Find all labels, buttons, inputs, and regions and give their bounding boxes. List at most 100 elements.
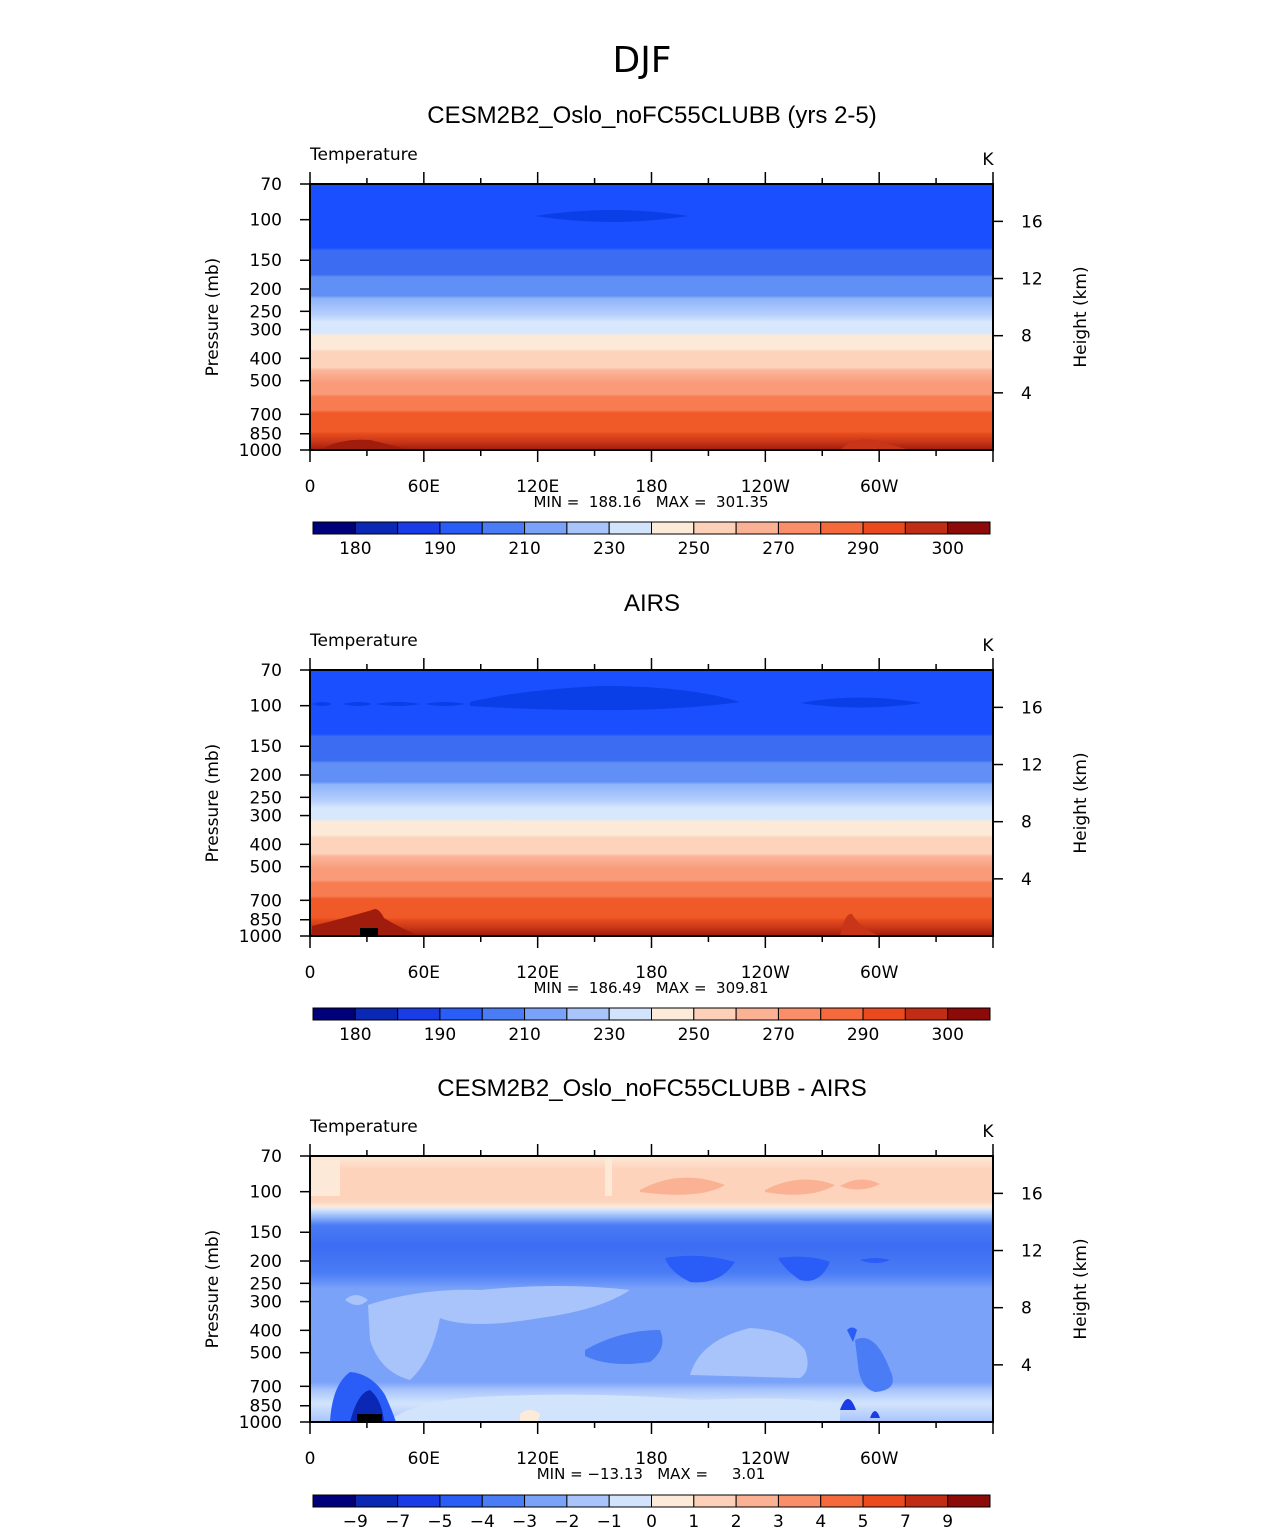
colorbar-swatch xyxy=(524,521,568,535)
colorbar-swatch xyxy=(397,521,441,535)
colorbar-label: −2 xyxy=(554,1512,579,1531)
x-tick-label: 120E xyxy=(516,1449,559,1469)
colorbar-label: −9 xyxy=(343,1512,368,1531)
colorbar-label: 270 xyxy=(762,539,794,559)
x-tick-label: 120E xyxy=(516,477,559,497)
colorbar-swatch xyxy=(777,1007,822,1021)
warm-surface-patch xyxy=(840,913,880,936)
colorbar-swatch xyxy=(693,1494,737,1508)
contour-field xyxy=(310,1156,993,1422)
colorbar-label: 1 xyxy=(688,1512,699,1531)
warm-bias-patch xyxy=(765,1179,835,1195)
warm-bias-patch xyxy=(840,1179,880,1190)
colorbar-swatch xyxy=(439,1007,483,1021)
colorbar-swatch xyxy=(862,1007,906,1021)
cold-core-100mb xyxy=(800,697,922,708)
colorbar-swatch xyxy=(397,1007,441,1021)
x-axis: 0 60E 120E 180 120W 60W xyxy=(305,1144,994,1469)
y2-tick-label: 4 xyxy=(1021,384,1032,404)
y-axis-label: Pressure (mb) xyxy=(203,1230,223,1349)
cold-patch xyxy=(342,702,372,706)
panel-title: CESM2B2_Oslo_noFC55CLUBB (yrs 2-5) xyxy=(427,102,877,129)
colorbar-label: 210 xyxy=(508,539,540,559)
colorbar-label: 5 xyxy=(858,1512,869,1531)
y-tick-label: 300 xyxy=(250,807,282,827)
warm-surface-patch xyxy=(840,439,910,450)
colorbar-swatch xyxy=(354,1494,399,1508)
y2-axis-label: Height (km) xyxy=(1071,752,1091,853)
units-label: K xyxy=(982,636,994,656)
near-zero-patch xyxy=(520,1410,540,1422)
colorbar-label: 230 xyxy=(593,539,625,559)
cold-bias-patch xyxy=(585,1330,663,1364)
y-tick-label: 100 xyxy=(250,697,282,717)
y2-tick-label: 12 xyxy=(1021,756,1043,776)
units-label: K xyxy=(982,1122,994,1142)
y-tick-label: 250 xyxy=(250,788,282,808)
colorbar-label: −4 xyxy=(470,1512,495,1531)
colorbar-label: 210 xyxy=(508,1025,540,1045)
colorbar-swatch xyxy=(397,1494,441,1508)
colorbar-swatch xyxy=(947,1007,991,1021)
cold-bias-patch xyxy=(778,1256,830,1281)
colorbar-swatch xyxy=(312,1494,356,1508)
colorbar-swatch xyxy=(735,521,779,535)
x-tick-label: 120W xyxy=(741,477,790,497)
x-tick-label: 0 xyxy=(305,963,316,983)
cold-patch xyxy=(425,702,465,706)
colorbar-label: 3 xyxy=(773,1512,784,1531)
x-tick-label: 180 xyxy=(635,963,667,983)
figure-title: DJF xyxy=(612,40,671,81)
y-tick-label: 500 xyxy=(250,372,282,392)
cold-bias-patch xyxy=(855,1338,893,1392)
y2-tick-label: 8 xyxy=(1021,327,1032,347)
colorbar: 180 190 210 230 250 270 290 300 xyxy=(312,1007,991,1045)
y-tick-label: 1000 xyxy=(239,1413,282,1433)
colorbar-swatch xyxy=(904,1007,949,1021)
y-tick-label: 1000 xyxy=(239,927,282,947)
y-tick-label: 200 xyxy=(250,280,282,300)
y-tick-label: 400 xyxy=(250,349,282,369)
y-tick-label: 850 xyxy=(250,1397,282,1417)
x-tick-label: 60W xyxy=(860,963,899,983)
colorbar-label: 180 xyxy=(339,539,371,559)
near-zero-strip xyxy=(310,1160,340,1196)
y-tick-label: 200 xyxy=(250,1252,282,1272)
x-tick-label: 180 xyxy=(635,477,667,497)
weak-bias-region xyxy=(390,1394,840,1422)
colorbar-swatch xyxy=(947,1494,991,1508)
y-tick-label: 150 xyxy=(250,737,282,757)
colorbar-swatch xyxy=(608,1494,652,1508)
colorbar-swatch xyxy=(777,521,822,535)
y-tick-label: 500 xyxy=(250,1344,282,1364)
colorbar-swatch xyxy=(777,1494,822,1508)
weak-bias-region xyxy=(690,1328,808,1378)
colorbar-swatch xyxy=(904,1494,949,1508)
contour-field xyxy=(310,184,993,450)
colorbar-label: −3 xyxy=(512,1512,537,1531)
x-tick-label: 120W xyxy=(741,963,790,983)
warm-surface-patch xyxy=(320,439,410,450)
colorbar-swatch xyxy=(439,1494,483,1508)
y2-tick-label: 4 xyxy=(1021,870,1032,890)
y2-tick-label: 16 xyxy=(1021,698,1043,718)
colorbar-swatch xyxy=(735,1007,779,1021)
y-tick-label: 150 xyxy=(250,1223,282,1243)
y-tick-label: 100 xyxy=(250,211,282,231)
colorbar-swatch xyxy=(439,521,483,535)
y2-axis-label: Height (km) xyxy=(1071,266,1091,367)
colorbar-swatch xyxy=(862,1494,906,1508)
y2-axis: 16 12 8 4 xyxy=(993,698,1043,890)
weak-bias-region xyxy=(345,1295,368,1305)
y-tick-label: 100 xyxy=(250,1183,282,1203)
colorbar-swatch xyxy=(651,1494,695,1508)
y-axis-label: Pressure (mb) xyxy=(203,258,223,377)
colorbar-swatch xyxy=(354,1007,399,1021)
colorbar: −9 −7 −5 −4 −3 −2 −1 0 1 2 3 4 5 7 9 xyxy=(312,1494,991,1531)
colorbar-swatch xyxy=(735,1494,779,1508)
colorbar-swatch xyxy=(904,521,949,535)
y-tick-label: 70 xyxy=(260,1147,282,1167)
